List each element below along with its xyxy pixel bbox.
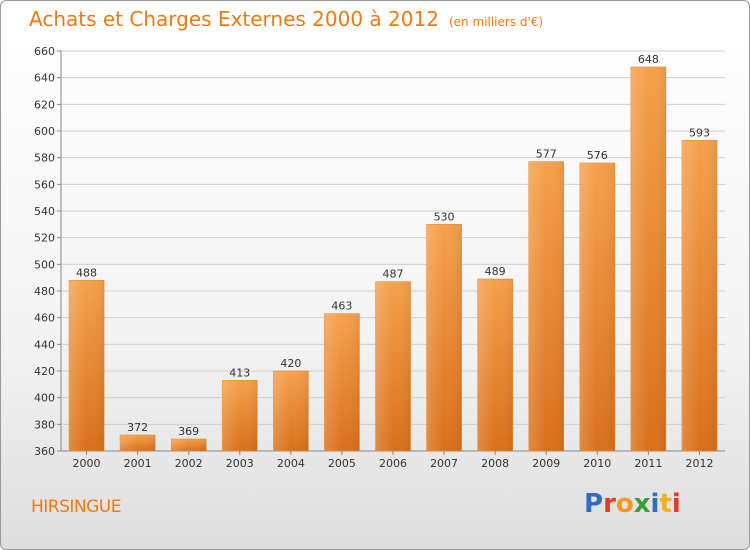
x-tick-label: 2012: [685, 457, 713, 470]
x-tick-label: 2000: [73, 457, 101, 470]
y-tick-label: 440: [34, 338, 55, 351]
data-label: 530: [434, 210, 455, 223]
bars: [68, 66, 718, 452]
data-label: 593: [689, 126, 710, 139]
data-label: 489: [485, 265, 506, 278]
chart-subtitle: (en milliers d'€): [448, 15, 544, 29]
bar-shine: [222, 380, 258, 451]
x-tick-label: 2006: [379, 457, 407, 470]
data-label: 420: [280, 357, 301, 370]
data-label: 488: [76, 266, 97, 279]
y-tick-label: 460: [34, 312, 55, 325]
y-tick-label: 420: [34, 365, 55, 378]
chart-title: Achats et Charges Externes 2000 à 2012: [29, 7, 439, 31]
x-tick-label: 2004: [277, 457, 305, 470]
y-tick-label: 400: [34, 392, 55, 405]
y-tick-label: 640: [34, 72, 55, 85]
y-tick-label: 360: [34, 445, 55, 458]
y-tick-label: 600: [34, 125, 55, 138]
bar-shine: [528, 161, 564, 451]
y-tick-label: 520: [34, 232, 55, 245]
logo-letter: i: [650, 489, 660, 519]
proxiti-logo[interactable]: Proxiti: [584, 489, 681, 519]
x-tick-label: 2011: [634, 457, 662, 470]
data-label: 487: [383, 268, 404, 281]
data-label: 369: [178, 425, 199, 438]
data-label: 577: [536, 148, 557, 161]
x-tick-label: 2005: [328, 457, 356, 470]
y-tick-label: 580: [34, 152, 55, 165]
bar-shine: [426, 224, 462, 451]
y-tick-label: 620: [34, 98, 55, 111]
x-tick-label: 2010: [583, 457, 611, 470]
x-tick-label: 2002: [175, 457, 203, 470]
bar-shine: [120, 435, 156, 451]
bar-shine: [69, 280, 105, 451]
logo-letter: t: [659, 489, 672, 519]
bar-shine: [477, 279, 513, 451]
y-tick-label: 500: [34, 258, 55, 271]
city-name: HIRSINGUE: [31, 497, 122, 517]
bar-shine: [681, 140, 717, 452]
y-axis-ticks: 360 380 400 420 440 460 480 500 520 540 560 580 600 6…: [34, 45, 61, 458]
data-labels: 488 372 369 413 420 463 487 530 489 577 576 648 593: [76, 53, 710, 438]
data-label: 413: [229, 366, 250, 379]
logo-letter: x: [633, 489, 651, 519]
y-tick-label: 480: [34, 285, 55, 298]
y-tick-label: 660: [34, 45, 55, 58]
logo-letter: P: [584, 489, 604, 519]
data-label: 576: [587, 149, 608, 162]
bar-shine: [630, 67, 666, 451]
x-tick-label: 2008: [481, 457, 509, 470]
x-axis-ticks: 2000 2001 2002 2003 2004 2005 2006 2007 2008 2009…: [73, 451, 713, 470]
x-tick-label: 2001: [124, 457, 152, 470]
logo-letter: i: [671, 489, 681, 519]
bar-shine: [324, 313, 360, 451]
bar-shine: [579, 163, 615, 451]
logo-letter: r: [603, 489, 616, 519]
bar-shine: [273, 371, 309, 451]
y-tick-label: 560: [34, 178, 55, 191]
bar-shine: [375, 281, 411, 451]
x-tick-label: 2007: [430, 457, 458, 470]
y-tick-label: 540: [34, 205, 55, 218]
bar-shine: [171, 439, 207, 451]
data-label: 648: [638, 53, 659, 66]
y-tick-label: 380: [34, 418, 55, 431]
x-tick-label: 2003: [226, 457, 254, 470]
data-label: 372: [127, 421, 148, 434]
title-row: Achats et Charges Externes 2000 à 2012 (e…: [29, 7, 543, 31]
logo-letter: o: [615, 489, 634, 519]
x-tick-label: 2009: [532, 457, 560, 470]
data-label: 463: [331, 300, 352, 313]
